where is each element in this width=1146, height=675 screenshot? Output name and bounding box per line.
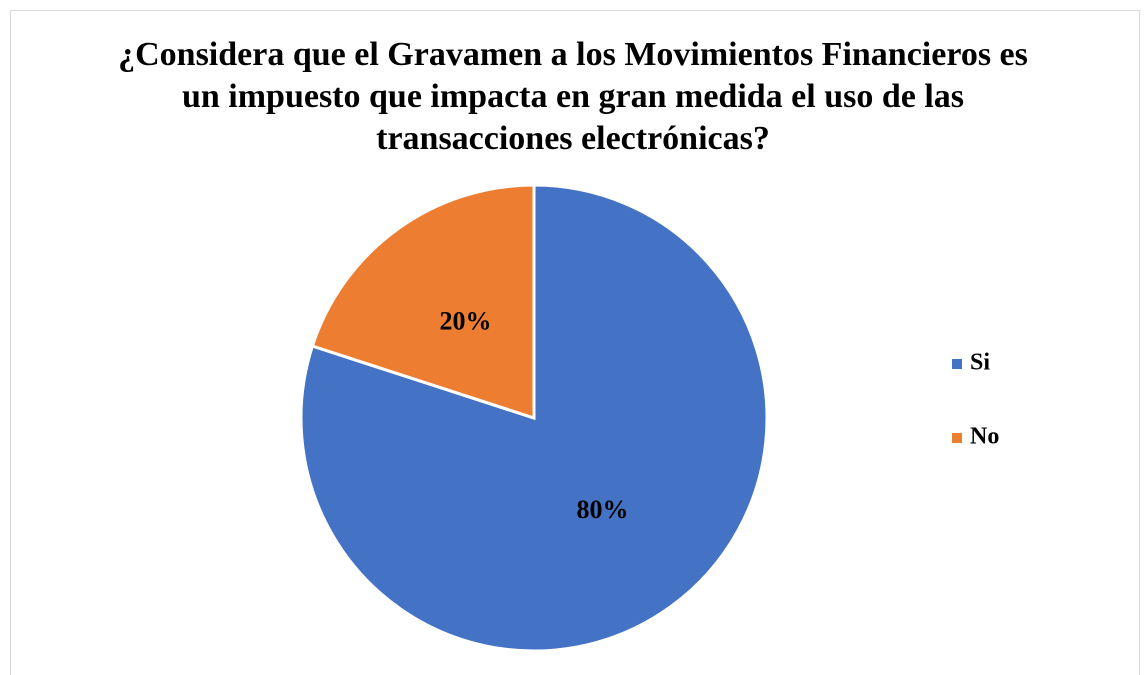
legend-label: Si [970, 350, 990, 376]
legend-swatch [952, 359, 962, 369]
chart-title: ¿Considera que el Gravamen a los Movimie… [118, 36, 1028, 157]
chart-border [10, 10, 1140, 675]
legend-label: No [970, 424, 999, 450]
legend-swatch [952, 433, 962, 443]
data-label: 80% [576, 495, 628, 524]
pie-slice [310, 183, 536, 421]
data-label: 20% [440, 307, 492, 336]
